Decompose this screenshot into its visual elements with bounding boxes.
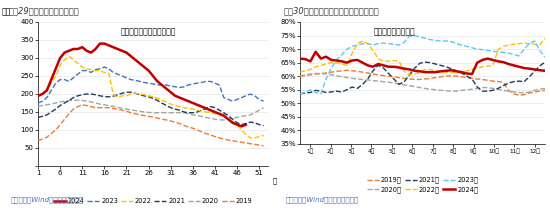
Text: 图表30：近半月全国水泥库容比环比续降: 图表30：近半月全国水泥库容比环比续降	[283, 6, 379, 15]
Text: 图表29：近半月沥青延续去库: 图表29：近半月沥青延续去库	[8, 6, 79, 15]
Text: 资料来源：Wind，国盛证券研究所: 资料来源：Wind，国盛证券研究所	[11, 197, 84, 203]
Text: 周: 周	[273, 177, 277, 184]
Legend: 2024, 2023, 2022, 2021, 2020, 2019: 2024, 2023, 2022, 2021, 2020, 2019	[51, 195, 255, 207]
Legend: 2019年, 2020年, 2021年, 2022年, 2023年, 2024年: 2019年, 2020年, 2021年, 2022年, 2023年, 2024年	[364, 174, 481, 196]
Text: 库容比：水泥：全国: 库容比：水泥：全国	[373, 27, 415, 36]
Text: 国内沥青库存：社库＋厂库: 国内沥青库存：社库＋厂库	[121, 28, 177, 37]
Text: 资料来源：Wind，国盛证券研究所: 资料来源：Wind，国盛证券研究所	[286, 197, 359, 203]
Text: 万吨: 万吨	[1, 7, 10, 16]
